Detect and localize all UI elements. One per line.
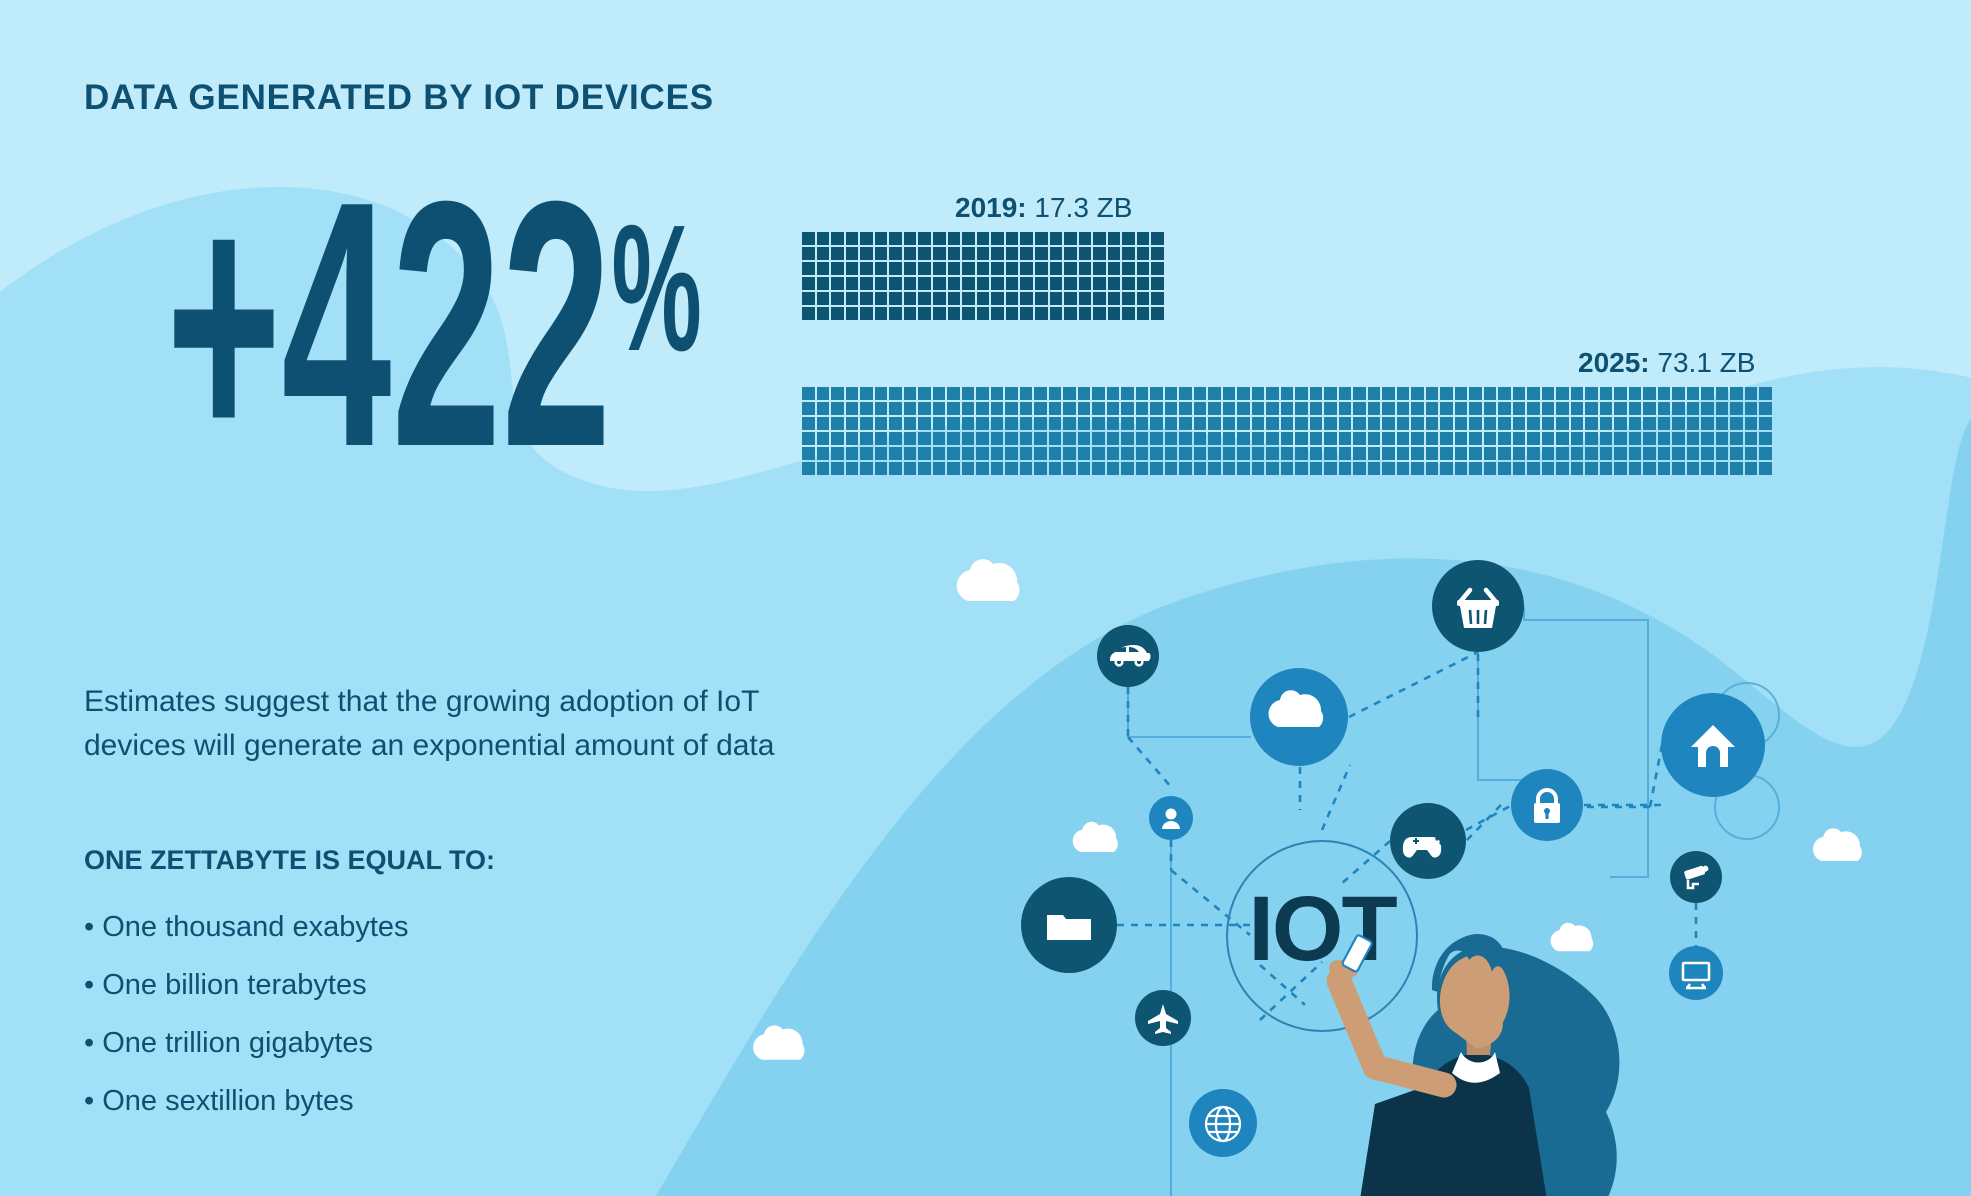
svg-text:IOT: IOT: [1248, 878, 1397, 980]
